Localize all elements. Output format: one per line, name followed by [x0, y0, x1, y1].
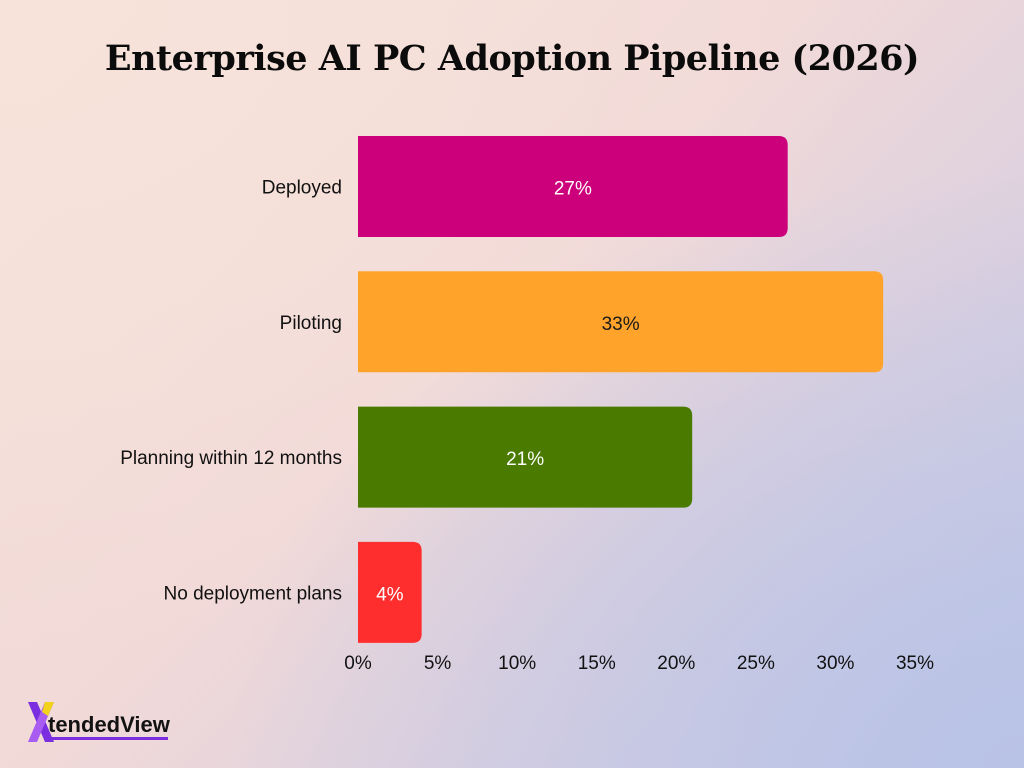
chart-title: Enterprise AI PC Adoption Pipeline (2026…: [104, 38, 920, 79]
data-label-piloting: 33%: [602, 314, 640, 335]
category-label-deployed: Deployed: [262, 178, 342, 199]
bar-planning-within-12-months: [358, 406, 693, 508]
x-tick-label: 15%: [578, 653, 616, 674]
logo-underline: [48, 737, 168, 740]
x-tick-label: 30%: [816, 653, 854, 674]
x-axis-ticks-group: 0% 5% 10% 15% 20% 25% 30% 35%: [344, 653, 934, 674]
x-logo-icon: [28, 702, 54, 742]
data-label-no-deployment-plans: 4%: [376, 584, 404, 605]
data-label-planning-within-12-months: 21%: [506, 449, 544, 470]
data-label-deployed: 27%: [554, 179, 592, 200]
x-tick-label: 20%: [657, 653, 695, 674]
x-tick-label: 10%: [498, 653, 536, 674]
category-labels-group: Deployed Piloting Planning within 12 month…: [120, 178, 342, 605]
x-tick-label: 35%: [896, 653, 934, 674]
x-tick-label: 25%: [737, 653, 775, 674]
bar-piloting: [358, 271, 884, 373]
x-tick-label: 5%: [424, 653, 452, 674]
category-label-planning-within-12-months: Planning within 12 months: [120, 448, 342, 469]
bar-deployed: [358, 136, 788, 237]
logo-text: tendedView: [48, 712, 170, 737]
category-label-piloting: Piloting: [280, 313, 342, 334]
bars-group: [358, 136, 884, 643]
data-labels-group: 27% 33% 21% 4%: [376, 179, 640, 606]
x-tick-label: 0%: [344, 653, 372, 674]
bar-no-deployment-plans: [358, 541, 422, 643]
category-label-no-deployment-plans: No deployment plans: [164, 583, 343, 604]
